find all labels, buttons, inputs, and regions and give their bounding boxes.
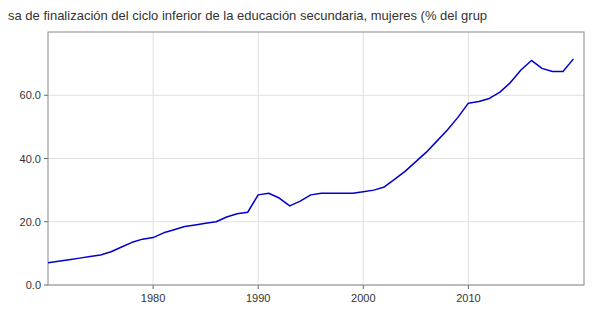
x-tick-label: 2000 [351, 292, 375, 304]
x-tick [468, 285, 469, 289]
grid [48, 32, 584, 285]
chart-title: sa de finalización del ciclo inferior de… [8, 8, 487, 23]
y-tick-label: 20.0 [20, 216, 41, 228]
y-grid-line [48, 221, 584, 222]
y-tick [44, 158, 48, 159]
plot-frame [48, 32, 584, 285]
chart-svg: 0.0 20.0 40.0 60.0 1980 1990 2000 2010 sa de fin… [0, 0, 600, 315]
chart-container: 0.0 20.0 40.0 60.0 1980 1990 2000 2010 sa de fin… [0, 0, 600, 315]
axes: 0.0 20.0 40.0 60.0 1980 1990 2000 2010 [20, 32, 584, 304]
x-tick-label: 1990 [246, 292, 270, 304]
y-tick [44, 95, 48, 96]
x-tick [258, 285, 259, 289]
y-tick-label: 0.0 [26, 279, 41, 291]
x-tick-label: 1980 [141, 292, 165, 304]
y-tick [44, 221, 48, 222]
x-grid-line [153, 32, 154, 285]
x-tick [153, 285, 154, 289]
y-grid-line [48, 158, 584, 159]
x-grid-line [258, 32, 259, 285]
y-tick-label: 40.0 [20, 153, 41, 165]
y-tick-label: 60.0 [20, 89, 41, 101]
x-tick-label: 2010 [456, 292, 480, 304]
x-grid-line [468, 32, 469, 285]
data-line [48, 59, 573, 263]
y-tick [44, 285, 48, 286]
x-grid-line [363, 32, 364, 285]
y-grid-line [48, 95, 584, 96]
x-tick [363, 285, 364, 289]
plot-area [48, 59, 573, 263]
